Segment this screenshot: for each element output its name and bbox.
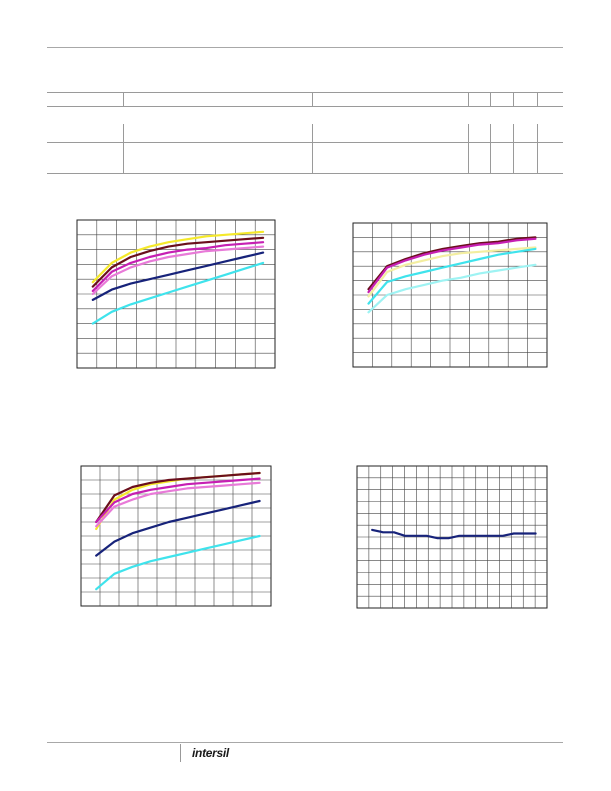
chart-top-left [76,219,276,369]
footer-rule [47,742,563,743]
chart-plot [356,465,548,609]
header-rule [47,47,563,48]
series-line-cyan [367,247,537,305]
chart-top-right [352,222,548,368]
intersil-logo: intersil [192,746,229,760]
footer-divider [180,744,181,762]
chart-plot [352,222,548,368]
series-line-cyan [91,261,265,325]
series-line-navy [371,528,537,540]
series-line-maroon [91,236,265,288]
series-line-pink [95,481,261,528]
series-line-magenta [91,241,265,293]
series-line-navy [91,251,265,302]
series-line-lightyellow [367,246,537,298]
chart-plot [76,219,276,369]
series-line-maroon [95,471,261,524]
series-line-lightcyan [367,263,537,314]
series-line-pink [91,245,265,296]
series-line-magenta [95,477,261,524]
logo-text: intersil [192,746,229,760]
series-line-navy [95,499,261,557]
chart-bottom-right [356,465,548,609]
series-line-cyan [95,534,261,591]
series-line-maroon [367,236,537,291]
chart-bottom-left [80,465,272,607]
spec-table [47,92,563,174]
series-line-yellow [91,230,265,284]
chart-plot [80,465,272,607]
series-line-magenta [367,237,537,294]
